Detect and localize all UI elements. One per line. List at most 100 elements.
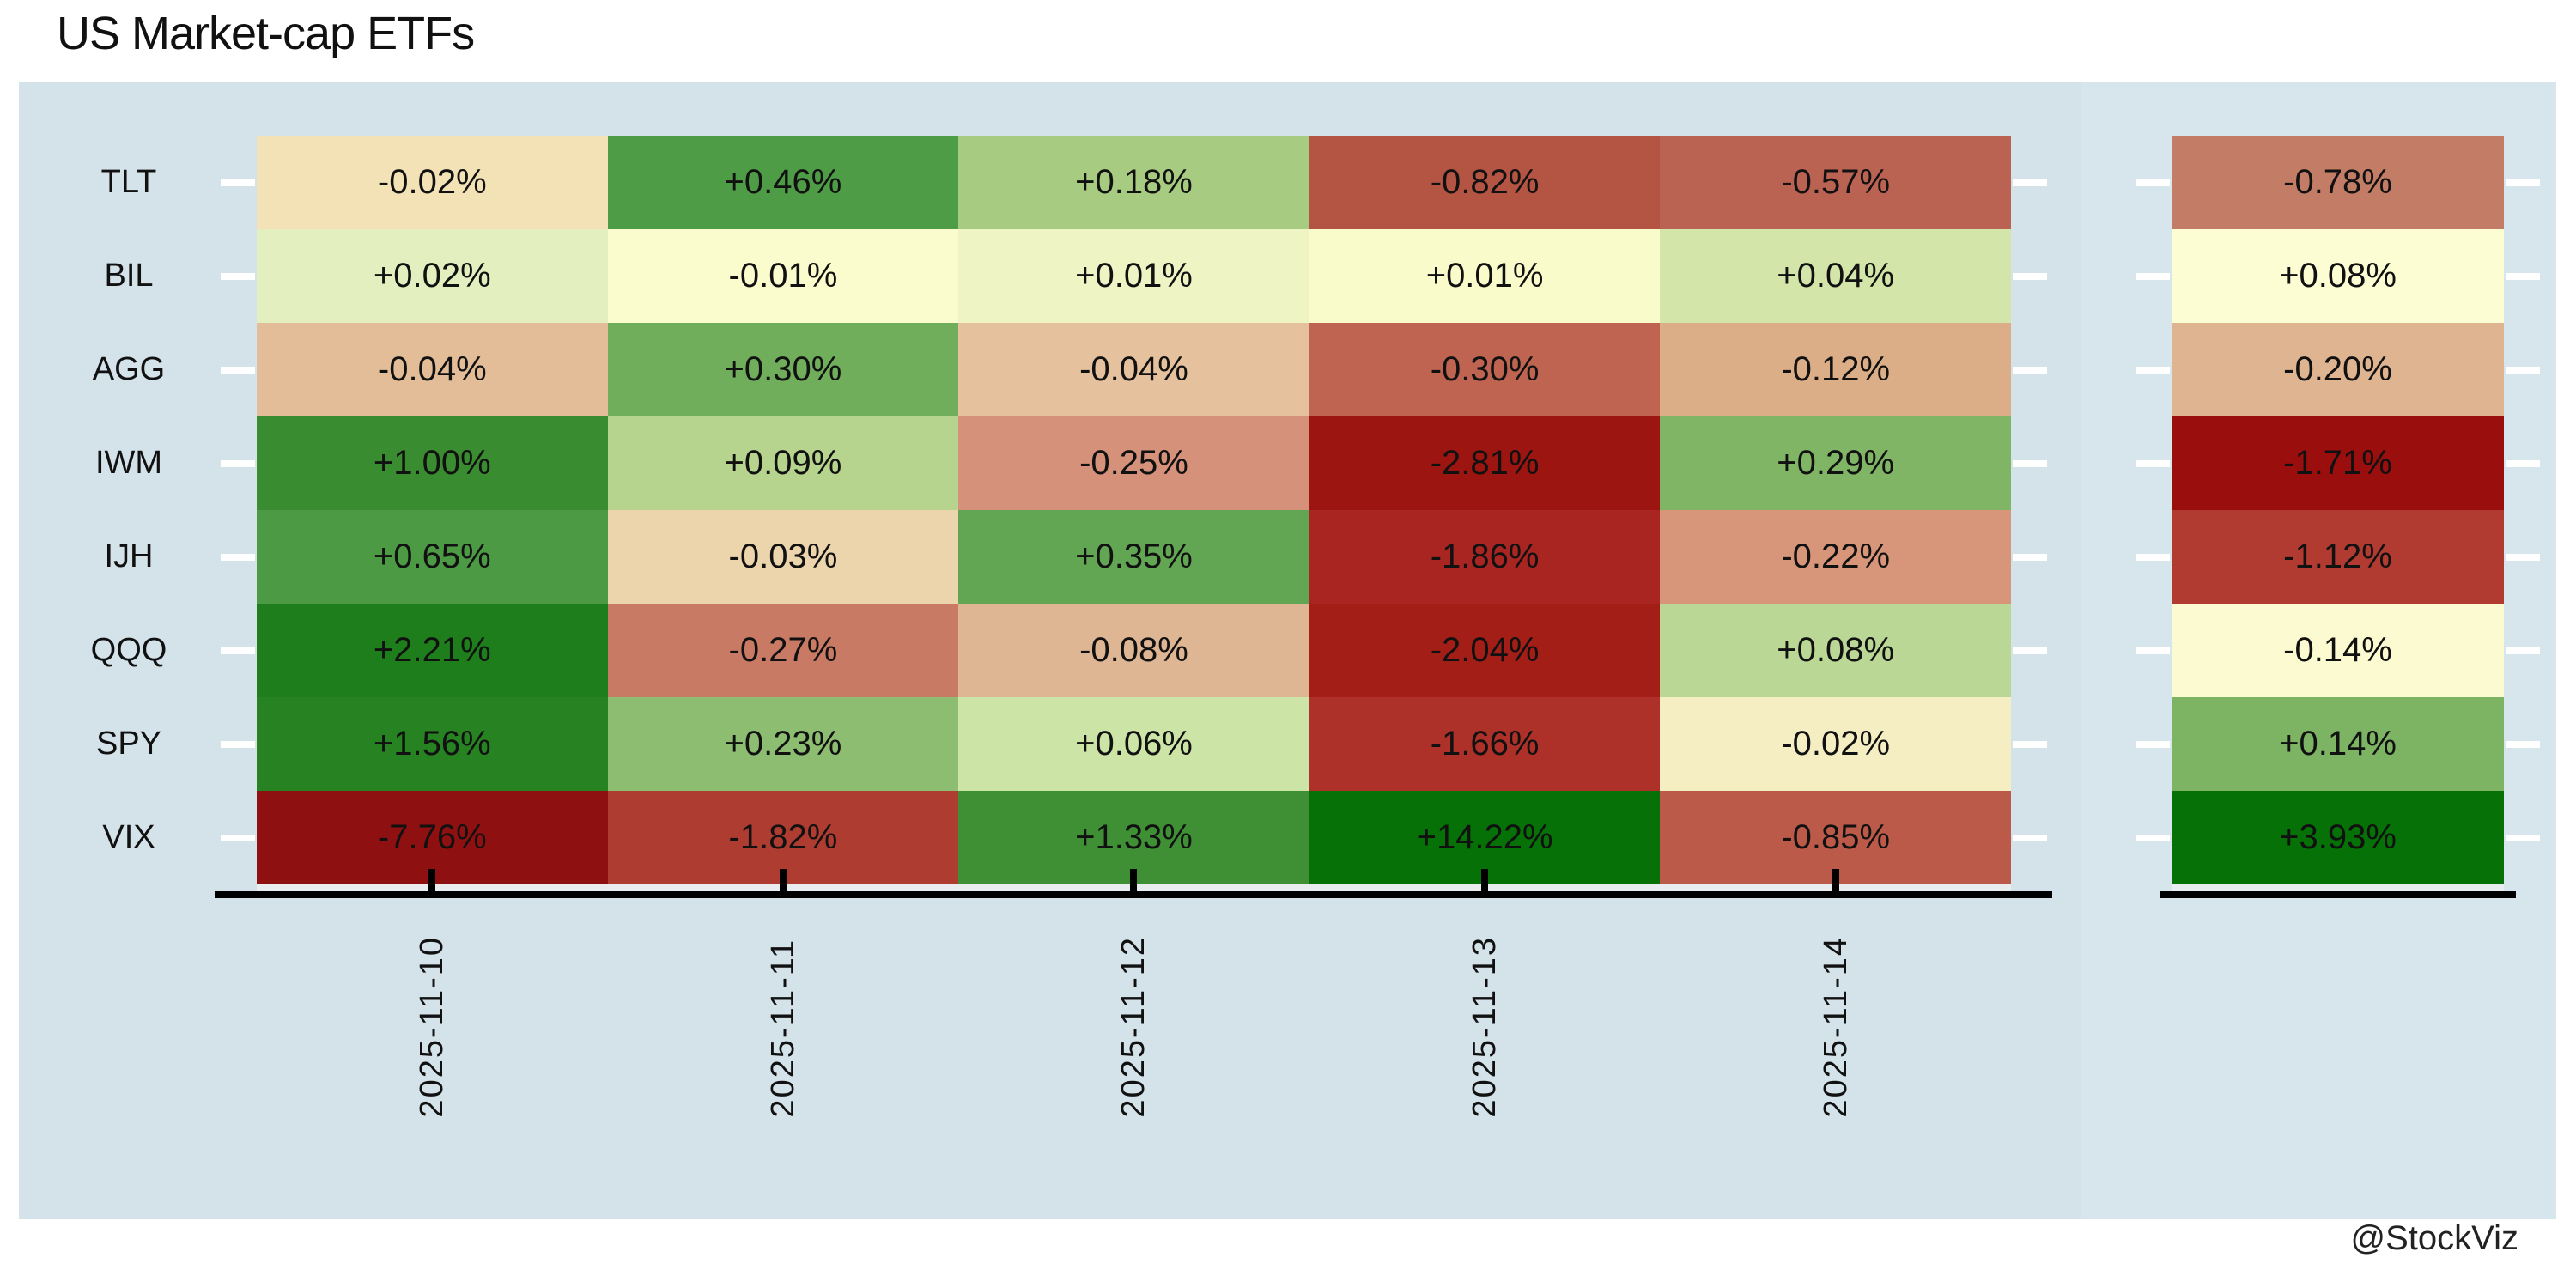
x-tick-2025-11-10 <box>428 869 436 898</box>
heatmap-cell-iwm-2025-11-14: +0.29% <box>1660 416 2011 510</box>
row-tick-ijh <box>2506 553 2540 561</box>
row-label-bil: BIL <box>104 258 154 294</box>
heatmap-cell-spy-2025-11-13: -1.66% <box>1309 697 1661 791</box>
row-tick-iwm <box>2013 459 2047 467</box>
heatmap-cell-qqq-2025-11-12: -0.08% <box>958 604 1309 697</box>
x-label-2025-11-10: 2025-11-10 <box>414 936 451 1118</box>
y-ticks-main-right <box>2013 136 2047 884</box>
heatmap-cell-tlt-2025-11-14: -0.57% <box>1660 136 2011 229</box>
row-tick-agg <box>2506 366 2540 374</box>
row-tick-ijh <box>221 553 255 561</box>
x-tick-2025-11-14 <box>1832 869 1839 898</box>
heatmap-cell-spy-2025-11-10: +1.56% <box>257 697 608 791</box>
row-label-ijh: IJH <box>104 538 154 574</box>
row-tick-qqq <box>2013 647 2047 654</box>
heatmap-cell-bil-2025-11-11: -0.01% <box>607 229 959 323</box>
row-label-tlt: TLT <box>100 164 157 200</box>
row-tick-agg <box>221 366 255 374</box>
heatmap-cell-iwm-2025-11-12: -0.25% <box>958 416 1309 510</box>
x-label-2025-11-14: 2025-11-14 <box>1817 936 1854 1118</box>
row-tick-vix <box>2136 834 2170 841</box>
row-tick-iwm <box>2506 459 2540 467</box>
heatmap-cell-spy-2025-11-14: -0.02% <box>1660 697 2011 791</box>
heatmap-cell-iwm-2025-11-11: +0.09% <box>607 416 959 510</box>
x-label-2025-11-12: 2025-11-12 <box>1115 936 1152 1118</box>
row-tick-spy <box>2506 740 2540 748</box>
heatmap-cell-bil-2025-11-10: +0.02% <box>257 229 608 323</box>
heatmap-cell-bil-2025-11-13: +0.01% <box>1309 229 1661 323</box>
heatmap-cell-spy-2025-11-12: +0.06% <box>958 697 1309 791</box>
row-tick-tlt <box>221 179 255 186</box>
heatmap-cell-tlt-2025-11-12: +0.18% <box>958 136 1309 229</box>
x-tick-2025-11-13 <box>1481 869 1489 898</box>
x-axis-ticks <box>257 869 2011 898</box>
summary-axis-gap-strip <box>2172 884 2504 891</box>
heatmap-cell-iwm-2025-11-13: -2.81% <box>1309 416 1661 510</box>
row-tick-ijh <box>2013 553 2047 561</box>
y-ticks-summary-left <box>2136 136 2170 884</box>
x-tick-2025-11-12 <box>1130 869 1138 898</box>
row-tick-iwm <box>2136 459 2170 467</box>
row-tick-tlt <box>2136 179 2170 186</box>
heatmap-cell-agg-2025-11-14: -0.12% <box>1660 323 2011 416</box>
heatmap-cell-bil-2025-11-12: +0.01% <box>958 229 1309 323</box>
summary-cell-iwm: -1.71% <box>2172 416 2504 510</box>
heatmap-cell-iwm-2025-11-10: +1.00% <box>257 416 608 510</box>
summary-cell-ijh: -1.12% <box>2172 510 2504 604</box>
row-tick-vix <box>2506 834 2540 841</box>
row-tick-iwm <box>221 459 255 467</box>
row-tick-bil <box>2013 272 2047 280</box>
row-tick-ijh <box>2136 553 2170 561</box>
row-tick-bil <box>2506 272 2540 280</box>
row-tick-vix <box>2013 834 2047 841</box>
watermark-stockviz: @StockViz <box>2350 1219 2519 1257</box>
y-ticks-summary-right <box>2506 136 2540 884</box>
heatmap-cell-tlt-2025-11-10: -0.02% <box>257 136 608 229</box>
x-label-2025-11-13: 2025-11-13 <box>1467 936 1504 1118</box>
row-label-spy: SPY <box>95 726 162 762</box>
y-axis-labels: TLT BIL AGG IWM IJH QQQ SPY VIX <box>47 136 210 884</box>
row-tick-bil <box>2136 272 2170 280</box>
row-tick-tlt <box>2506 179 2540 186</box>
heatmap-cell-vix-2025-11-12: +1.33% <box>958 791 1309 884</box>
row-tick-spy <box>2013 740 2047 748</box>
row-label-agg: AGG <box>92 351 166 387</box>
heatmap-cell-vix-2025-11-11: -1.82% <box>607 791 959 884</box>
summary-cell-tlt: -0.78% <box>2172 136 2504 229</box>
row-label-qqq: QQQ <box>90 632 167 668</box>
chart-title: US Market-cap ETFs <box>57 8 475 59</box>
heatmap-cell-ijh-2025-11-12: +0.35% <box>958 510 1309 604</box>
heatmap-cell-ijh-2025-11-10: +0.65% <box>257 510 608 604</box>
heatmap-cell-vix-2025-11-14: -0.85% <box>1660 791 2011 884</box>
summary-heatmap-grid: -0.78% +0.08% -0.20% -1.71% -1.12% -0.14% +0.1… <box>2172 136 2504 884</box>
heatmap-cell-spy-2025-11-11: +0.23% <box>607 697 959 791</box>
row-tick-spy <box>221 740 255 748</box>
row-tick-agg <box>2136 366 2170 374</box>
x-tick-2025-11-11 <box>779 869 787 898</box>
y-ticks-main-left <box>221 136 255 884</box>
heatmap-cell-qqq-2025-11-10: +2.21% <box>257 604 608 697</box>
row-tick-qqq <box>221 647 255 654</box>
heatmap-cell-bil-2025-11-14: +0.04% <box>1660 229 2011 323</box>
heatmap-cell-qqq-2025-11-13: -2.04% <box>1309 604 1661 697</box>
summary-cell-vix: +3.93% <box>2172 791 2504 884</box>
heatmap-grid: -0.02% +0.46% +0.18% -0.82% -0.57% +0.02% -0.0… <box>257 136 2011 884</box>
heatmap-cell-tlt-2025-11-13: -0.82% <box>1309 136 1661 229</box>
heatmap-cell-vix-2025-11-13: +14.22% <box>1309 791 1661 884</box>
heatmap-cell-ijh-2025-11-11: -0.03% <box>607 510 959 604</box>
x-axis-labels: 2025-11-10 2025-11-11 2025-11-12 2025-11-13… <box>257 936 2011 1118</box>
heatmap-cell-ijh-2025-11-13: -1.86% <box>1309 510 1661 604</box>
row-tick-qqq <box>2506 647 2540 654</box>
summary-cell-agg: -0.20% <box>2172 323 2504 416</box>
summary-cell-qqq: -0.14% <box>2172 604 2504 697</box>
row-tick-qqq <box>2136 647 2170 654</box>
row-tick-vix <box>221 834 255 841</box>
summary-cell-bil: +0.08% <box>2172 229 2504 323</box>
heatmap-cell-agg-2025-11-10: -0.04% <box>257 323 608 416</box>
row-tick-tlt <box>2013 179 2047 186</box>
heatmap-cell-agg-2025-11-13: -0.30% <box>1309 323 1661 416</box>
heatmap-cell-agg-2025-11-11: +0.30% <box>607 323 959 416</box>
row-tick-spy <box>2136 740 2170 748</box>
row-label-iwm: IWM <box>94 445 163 481</box>
